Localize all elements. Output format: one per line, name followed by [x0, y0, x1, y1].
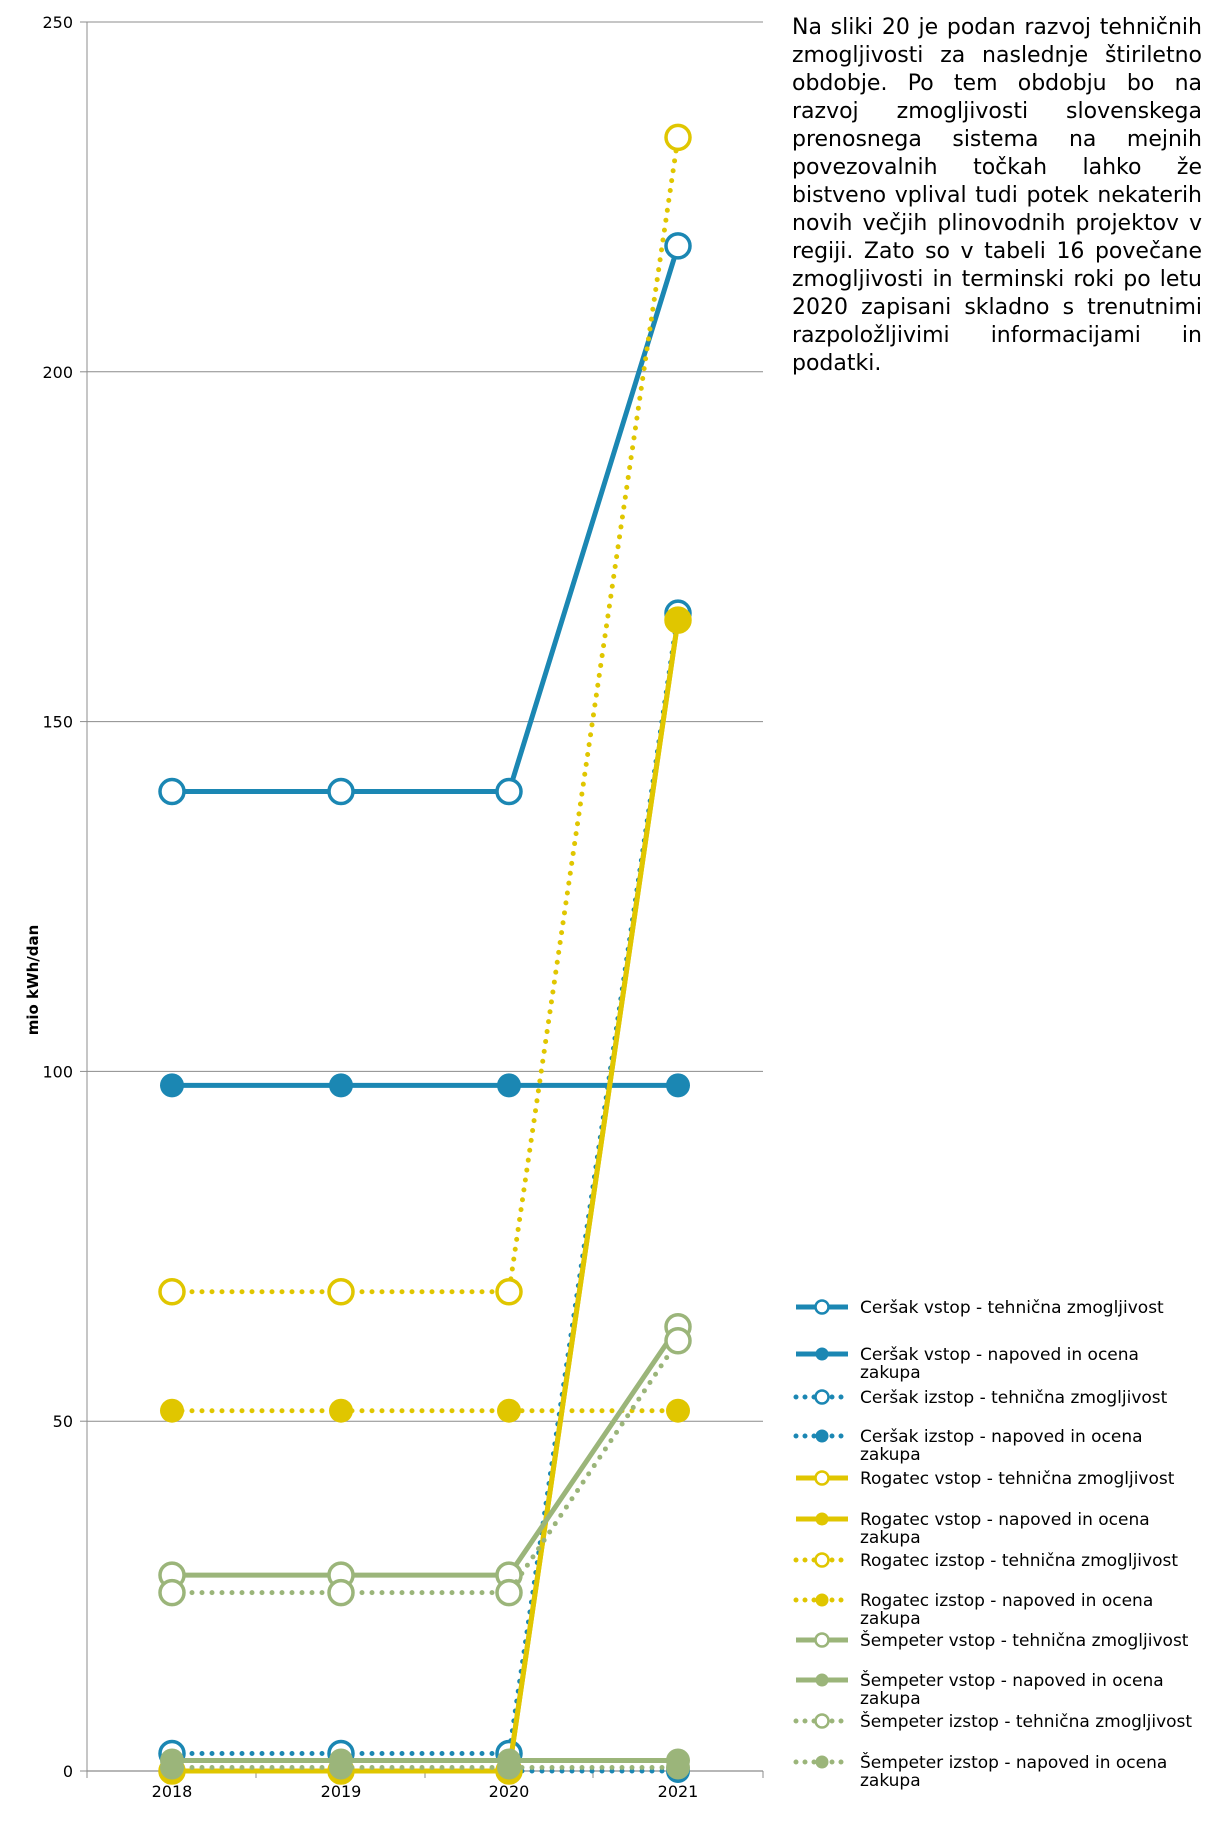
series-line	[172, 1325, 681, 1578]
data-point	[666, 1073, 690, 1098]
legend-swatch	[793, 1755, 851, 1769]
legend-swatch	[796, 1347, 848, 1361]
legend-label: Rogatec vstop - napoved in ocena zakupa	[860, 1510, 1150, 1548]
legend-swatch	[796, 1673, 848, 1687]
legend-item: Rogatec vstop - napoved in ocena zakupa	[790, 1509, 1210, 1547]
legend-label: Ceršak vstop - napoved in ocena zakupa	[860, 1345, 1139, 1383]
series-5	[158, 606, 692, 1785]
legend-swatch	[796, 1299, 848, 1315]
series-8	[160, 1398, 690, 1423]
legend-label: Rogatec vstop - tehnična zmogljivost	[860, 1469, 1175, 1489]
series-9	[158, 1313, 692, 1589]
legend-item: Rogatec vstop - tehnična zmogljivost	[790, 1468, 1210, 1494]
data-point	[666, 1398, 690, 1423]
legend-swatch	[796, 1512, 848, 1526]
gridlines	[87, 21, 763, 1422]
legend-item: Ceršak vstop - napoved in ocena zakupa	[790, 1344, 1210, 1382]
legend-swatch	[793, 1389, 851, 1405]
data-point	[329, 1755, 353, 1780]
legend-item: Šempeter vstop - tehnična zmogljivost	[790, 1630, 1210, 1656]
legend-item: Rogatec izstop - tehnična zmogljivost	[790, 1550, 1210, 1576]
data-point	[497, 1398, 521, 1423]
legend-swatch	[793, 1552, 851, 1568]
series-7	[158, 123, 692, 1306]
legend-item: Šempeter izstop - napoved in ocena zakup…	[790, 1752, 1210, 1790]
data-point	[664, 232, 692, 260]
data-point	[327, 1578, 355, 1607]
data-point	[329, 1073, 353, 1098]
data-point	[158, 777, 186, 806]
y-tick-label: 150	[42, 713, 73, 732]
axes	[80, 21, 764, 1778]
data-point	[327, 1278, 355, 1306]
x-tick-label: 2021	[658, 1782, 699, 1801]
legend-label: Ceršak vstop - tehnična zmogljivost	[860, 1298, 1164, 1318]
data-point	[495, 1278, 523, 1306]
legend-label: Šempeter izstop - tehnična zmogljivost	[860, 1712, 1193, 1732]
legend-label: Ceršak izstop - napoved in ocena zakupa	[860, 1427, 1143, 1465]
data-point	[497, 1755, 521, 1780]
data-point	[327, 777, 355, 806]
data-point	[158, 1578, 186, 1607]
legend-label: Šempeter vstop - tehnična zmogljivost	[860, 1631, 1189, 1651]
legend-label: Ceršak izstop - tehnična zmogljivost	[860, 1388, 1168, 1408]
series-11	[158, 1326, 692, 1607]
description-paragraph: Na sliki 20 je podan razvoj tehničnih zm…	[792, 15, 1202, 376]
data-point	[664, 123, 692, 152]
legend-label: Šempeter izstop - napoved in ocena zakup…	[860, 1753, 1168, 1791]
series-layer	[158, 123, 692, 1785]
data-point	[329, 1398, 353, 1423]
legend-label: Rogatec izstop - napoved in ocena zakupa	[860, 1591, 1154, 1629]
legend-swatch	[793, 1429, 851, 1443]
x-tick-label: 2018	[152, 1782, 193, 1801]
legend-swatch	[796, 1632, 848, 1648]
series-12	[160, 1755, 690, 1780]
y-tick-label: 250	[42, 13, 73, 32]
legend-item: Šempeter vstop - napoved in ocena zakupa	[790, 1670, 1210, 1708]
data-point	[664, 1326, 692, 1355]
y-axis-title: mio kWh/dan	[24, 925, 42, 1036]
data-point	[666, 1755, 690, 1780]
x-tick-label: 2019	[321, 1782, 362, 1801]
y-tick-label: 100	[42, 1062, 73, 1081]
data-point	[160, 1755, 184, 1780]
series-line	[169, 134, 681, 1295]
legend-item: Ceršak vstop - tehnična zmogljivost	[790, 1297, 1210, 1323]
data-point	[495, 777, 523, 806]
legend-label: Rogatec izstop - tehnična zmogljivost	[860, 1551, 1179, 1571]
legend-label: Šempeter vstop - napoved in ocena zakupa	[860, 1671, 1164, 1709]
y-tick-label: 200	[42, 363, 73, 382]
legend-item: Rogatec izstop - napoved in ocena zakupa	[790, 1590, 1210, 1628]
series-3	[158, 599, 692, 1768]
series-line	[169, 1338, 681, 1596]
data-point	[160, 1073, 184, 1098]
series-1	[158, 232, 692, 806]
series-6	[160, 608, 690, 1783]
tick-labels: 0 50 100 150 200 250 2018 2019 2020 2021	[42, 13, 698, 1801]
x-tick-label: 2020	[489, 1782, 530, 1801]
legend-swatch	[793, 1713, 851, 1729]
series-line	[169, 610, 681, 1757]
data-point	[666, 608, 690, 633]
legend-item: Ceršak izstop - tehnična zmogljivost	[790, 1387, 1210, 1413]
series-line	[172, 619, 681, 1774]
legend-swatch	[793, 1593, 851, 1607]
y-tick-label: 0	[63, 1762, 73, 1781]
legend-item: Ceršak izstop - napoved in ocena zakupa	[790, 1426, 1210, 1464]
data-point	[158, 1278, 186, 1306]
legend-item: Šempeter izstop - tehnična zmogljivost	[790, 1711, 1210, 1737]
y-tick-label: 50	[53, 1412, 73, 1431]
data-point	[160, 1398, 184, 1423]
legend-swatch	[796, 1470, 848, 1486]
series-2	[160, 1073, 690, 1098]
data-point	[497, 1073, 521, 1098]
series-line	[172, 245, 681, 795]
data-point	[495, 1578, 523, 1607]
